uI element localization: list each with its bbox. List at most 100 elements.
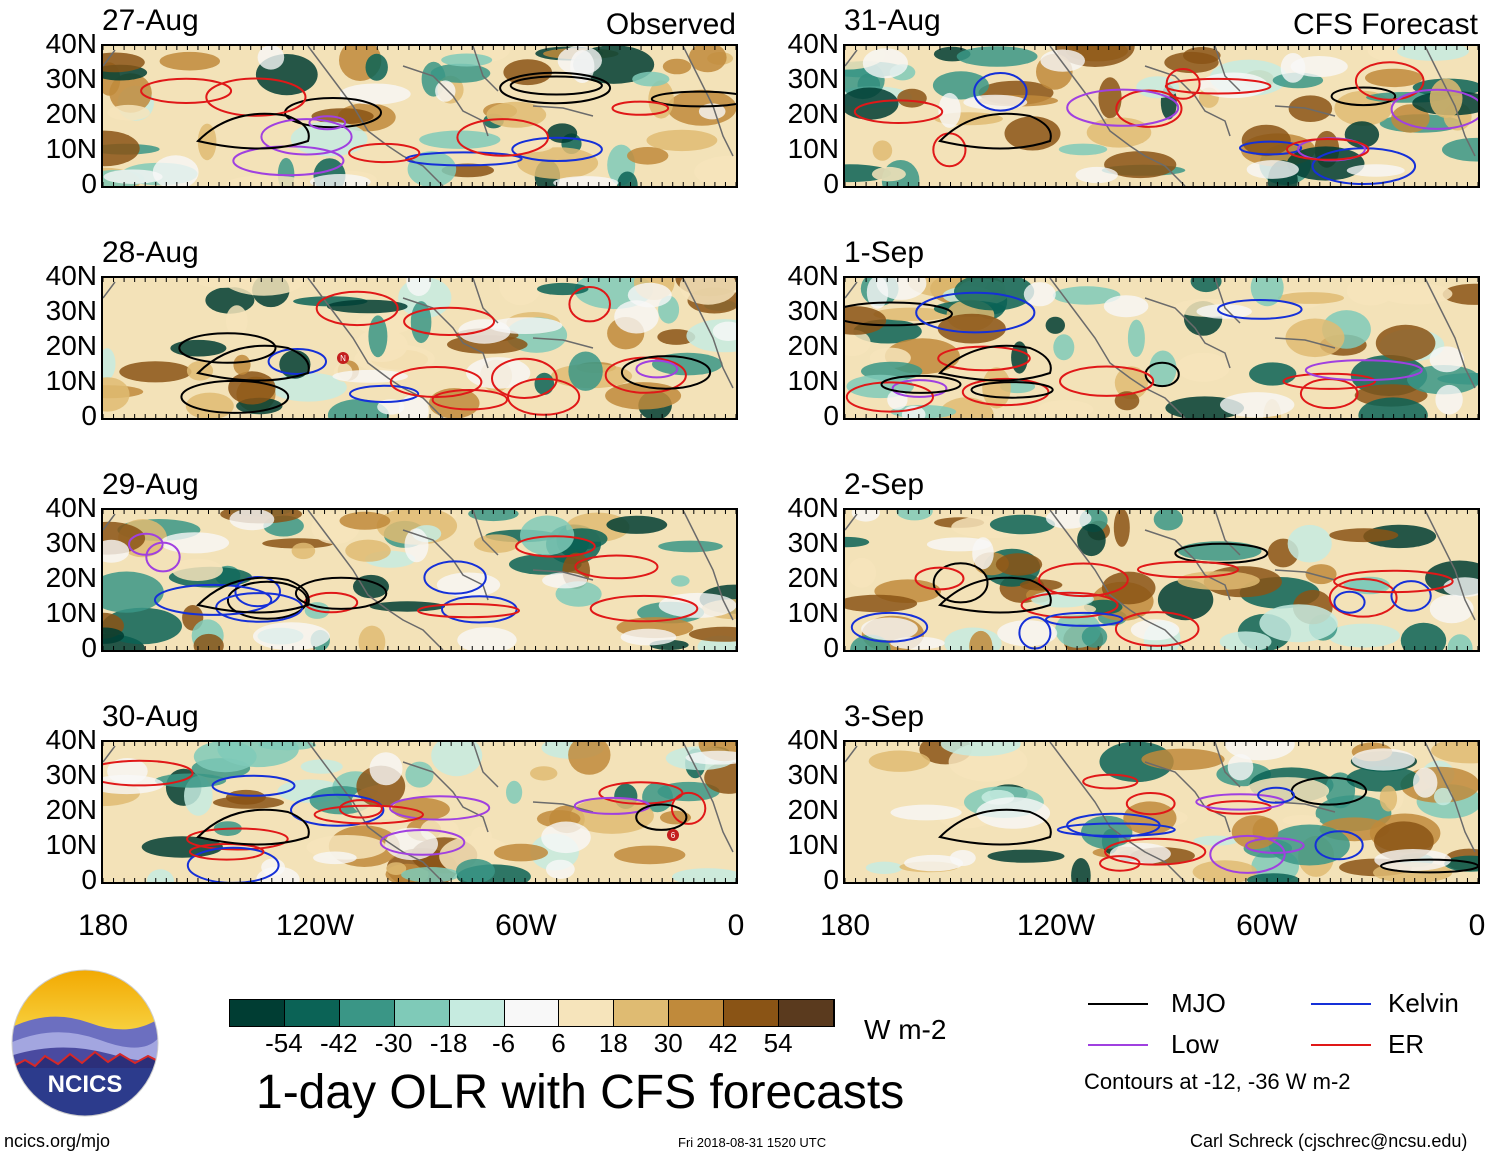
olr-negative-anomaly — [154, 773, 227, 788]
olr-positive-anomaly — [107, 104, 150, 121]
y-tick-40n: 40N — [45, 724, 97, 755]
y-tick-40n: 40N — [45, 28, 97, 59]
er-contour — [140, 77, 233, 105]
olr-neutral-area — [229, 510, 275, 531]
panel-date-1-sep: 1-Sep — [844, 236, 925, 269]
er-contour — [1059, 365, 1155, 397]
olr-positive-anomaly — [494, 843, 548, 862]
colorbar-swatch — [669, 1000, 725, 1026]
er-contour — [1125, 792, 1176, 816]
olr-neutral-area — [712, 321, 736, 341]
olr-positive-anomaly — [345, 539, 391, 562]
panel-date-30-aug: 30-Aug — [102, 700, 199, 733]
olr-positive-anomaly — [1086, 117, 1152, 148]
olr-positive-anomaly — [568, 742, 611, 775]
contour-legend: MJO Kelvin Low ER Contours at -12, -36 W… — [1084, 990, 1508, 1100]
panel-date-2-sep: 2-Sep — [844, 468, 925, 501]
olr-neutral-area — [614, 300, 659, 334]
olr-positive-anomaly — [1375, 324, 1436, 362]
olr-positive-anomaly — [1391, 104, 1430, 133]
y-tick-30n: 30N — [45, 527, 97, 558]
olr-positive-anomaly — [225, 175, 309, 186]
olr-negative-anomaly — [1407, 365, 1478, 395]
olr-negative-anomaly — [547, 123, 578, 143]
y-tick-20n: 20N — [787, 562, 839, 593]
y-tick-20n: 20N — [787, 330, 839, 361]
mjo-contour — [1330, 86, 1397, 107]
olr-neutral-area — [1103, 295, 1149, 318]
low-contour — [1066, 88, 1180, 127]
colorbar-label: 6 — [551, 1028, 566, 1058]
er-contour — [315, 290, 399, 327]
er-contour — [1286, 138, 1370, 161]
coastline — [103, 510, 734, 650]
y-tick-0: 0 — [81, 168, 97, 199]
footer-url[interactable]: ncics.org/mjo — [4, 1131, 111, 1151]
er-contour — [389, 366, 483, 398]
colorbar-swatch — [284, 1000, 340, 1026]
footer-timestamp: Fri 2018-08-31 1520 UTC — [678, 1135, 827, 1150]
olr-neutral-area — [620, 628, 677, 646]
er-contour — [568, 286, 612, 323]
olr-positive-anomaly — [1141, 748, 1225, 771]
olr-neutral-area — [377, 399, 405, 415]
olr-positive-anomaly — [1245, 777, 1330, 805]
olr-neutral-area — [972, 537, 994, 570]
y-tick-0: 0 — [81, 632, 97, 663]
mjo-contour — [970, 381, 1054, 399]
er-contour — [1020, 591, 1119, 619]
y-tick-40n: 40N — [787, 724, 839, 755]
olr-negative-anomaly — [1286, 146, 1365, 181]
olr-negative-anomaly — [865, 861, 903, 874]
olr-positive-anomaly — [339, 511, 391, 530]
er-contour — [205, 77, 307, 117]
olr-neutral-area — [488, 317, 563, 334]
x-tick-right-0: 0 — [1468, 909, 1486, 942]
olr-negative-anomaly — [632, 71, 670, 87]
olr-positive-anomaly — [103, 52, 145, 73]
olr-negative-anomaly — [441, 53, 493, 67]
er-contour — [1165, 68, 1201, 100]
olr-positive-anomaly — [657, 329, 696, 345]
y-tick-20n: 20N — [45, 562, 97, 593]
forecast-header: CFS Forecast — [1292, 8, 1478, 41]
kelvin-contour — [211, 774, 296, 797]
mjo-contour — [650, 90, 736, 108]
y-tick-20n: 20N — [787, 98, 839, 129]
olr-positive-anomaly — [193, 633, 224, 650]
colorbar-label: -54 — [265, 1028, 303, 1058]
olr-negative-anomaly — [506, 780, 523, 804]
er-contour — [1115, 89, 1183, 128]
olr-positive-anomaly — [982, 367, 1011, 409]
olr-neutral-area — [257, 46, 285, 70]
olr-positive-anomaly — [225, 305, 248, 337]
olr-positive-anomaly — [499, 278, 542, 306]
mjo-contour — [880, 374, 962, 394]
olr-positive-anomaly — [197, 123, 217, 161]
y-tick-0: 0 — [81, 400, 97, 431]
olr-negative-anomaly — [401, 867, 460, 882]
olr-negative-anomaly — [534, 372, 555, 395]
storm-marker-label: N — [340, 354, 346, 363]
olr-positive-anomaly — [627, 147, 669, 165]
olr-neutral-area — [890, 804, 962, 821]
olr-negative-anomaly — [658, 540, 723, 553]
er-contour — [1114, 611, 1200, 647]
olr-negative-anomaly — [1327, 623, 1400, 648]
olr-neutral-area — [1023, 282, 1056, 307]
olr-negative-anomaly — [1287, 524, 1332, 563]
olr-positive-anomaly — [386, 862, 407, 875]
olr-neutral-area — [861, 617, 918, 641]
y-tick-30n: 30N — [45, 63, 97, 94]
olr-positive-anomaly — [897, 88, 927, 108]
olr-negative-anomaly — [407, 151, 457, 186]
olr-neutral-area — [963, 94, 1028, 110]
olr-positive-anomaly — [937, 313, 1006, 344]
legend-label-low: Low — [1171, 1029, 1219, 1059]
ncics-logo: NCICS — [10, 968, 160, 1118]
olr-positive-anomaly — [969, 630, 993, 650]
x-tick-left-0: 0 — [727, 909, 745, 942]
olr-positive-anomaly — [392, 797, 450, 821]
er-contour — [1098, 855, 1141, 872]
y-tick-30n: 30N — [45, 759, 97, 790]
